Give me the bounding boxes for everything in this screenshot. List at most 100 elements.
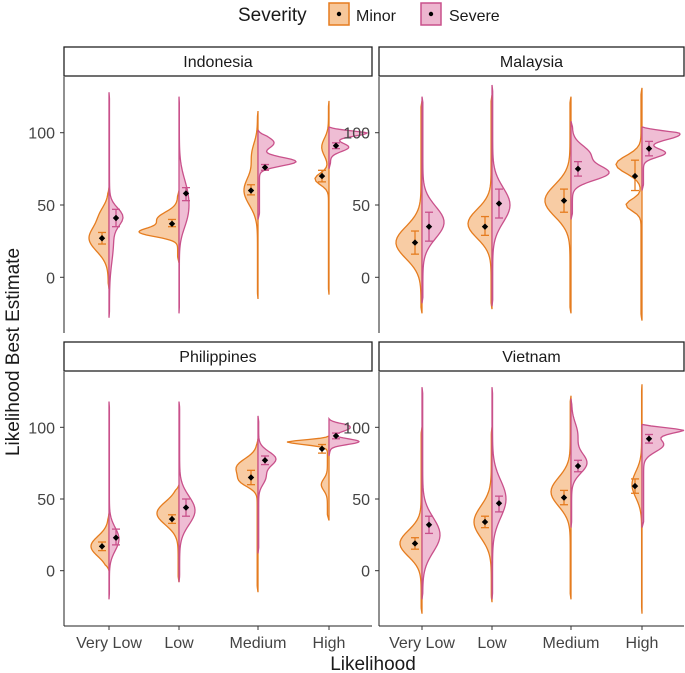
violin-severe-medium bbox=[257, 415, 277, 554]
mean-point-severe-very-low bbox=[425, 521, 433, 529]
mean-point-minor-low bbox=[481, 223, 489, 230]
violin-minor-high bbox=[615, 87, 643, 321]
mean-point-minor-medium bbox=[247, 187, 255, 194]
violin-severe-medium bbox=[257, 129, 297, 220]
violin-minor-medium bbox=[235, 438, 259, 593]
violin-minor-low bbox=[138, 190, 180, 263]
y-tick-label: 50 bbox=[37, 492, 55, 509]
y-tick-label: 50 bbox=[37, 198, 55, 215]
strip-header bbox=[63, 46, 373, 77]
mean-point-severe-medium bbox=[261, 164, 269, 171]
violin-minor-high bbox=[631, 384, 643, 614]
violin-severe-very-low bbox=[421, 96, 445, 304]
mean-point-severe-low bbox=[182, 190, 190, 197]
panel-vietnam: Vietnam 0 50 100 Very Low Low Medium High bbox=[343, 341, 685, 652]
mean-point-minor-very-low bbox=[98, 543, 106, 550]
y-tick-label: 100 bbox=[343, 420, 370, 437]
mean-point-minor-high bbox=[318, 445, 326, 453]
panel-indonesia: Indonesia 0 50 100 bbox=[28, 46, 373, 333]
mean-point-severe-low bbox=[495, 200, 503, 207]
mean-point-severe-low bbox=[182, 504, 190, 511]
violin-minor-medium bbox=[243, 110, 259, 300]
violin-severe-high bbox=[641, 423, 685, 528]
panel-malaysia: Malaysia 0 50 100 bbox=[343, 46, 685, 333]
mean-point-minor-high bbox=[631, 172, 639, 180]
x-tick-label: High bbox=[626, 635, 659, 652]
violin-severe-very-low bbox=[108, 92, 124, 318]
mean-point-minor-very-low bbox=[411, 540, 419, 547]
x-tick-label: Medium bbox=[543, 635, 600, 652]
violin-minor-very-low bbox=[395, 100, 423, 314]
mean-point-severe-very-low bbox=[425, 223, 433, 230]
legend-title: Severity bbox=[238, 5, 307, 26]
mean-point-severe-low bbox=[495, 500, 503, 507]
y-tick-label: 50 bbox=[352, 198, 370, 215]
legend-key-minor-dot bbox=[336, 11, 342, 17]
violin-severe-low bbox=[178, 401, 196, 583]
y-tick-label: 0 bbox=[46, 270, 55, 287]
x-tick-label: High bbox=[313, 635, 346, 652]
mean-point-severe-medium bbox=[261, 457, 269, 464]
mean-point-severe-high bbox=[332, 432, 340, 440]
violin-severe-very-low bbox=[421, 387, 441, 600]
mean-point-severe-medium bbox=[574, 462, 582, 470]
y-tick-label: 0 bbox=[361, 270, 370, 287]
mean-point-minor-low bbox=[168, 515, 176, 523]
mean-point-minor-very-low bbox=[411, 239, 419, 246]
violin-severe-medium bbox=[570, 120, 610, 220]
mean-point-severe-high bbox=[645, 145, 653, 152]
panel-philippines: Philippines 0 50 100 Very Low Low Medium High bbox=[28, 341, 373, 652]
mean-point-severe-high bbox=[645, 435, 653, 442]
y-tick-label: 100 bbox=[28, 126, 55, 143]
violin-minor-very-low bbox=[399, 427, 423, 614]
y-tick-label: 0 bbox=[46, 564, 55, 581]
strip-title: Malaysia bbox=[500, 54, 563, 71]
violin-severe-high bbox=[641, 126, 681, 191]
violin-severe-low bbox=[491, 387, 507, 600]
violin-minor-low bbox=[473, 427, 493, 603]
mean-point-severe-very-low bbox=[112, 214, 120, 222]
legend-label-severe: Severe bbox=[449, 8, 500, 25]
mean-point-minor-medium bbox=[247, 474, 255, 481]
violin-minor-high bbox=[314, 100, 330, 295]
x-tick-label: Very Low bbox=[76, 635, 142, 652]
mean-point-minor-low bbox=[481, 518, 489, 526]
strip-title: Indonesia bbox=[183, 54, 252, 71]
legend-key-severe-dot bbox=[428, 11, 434, 17]
x-axis-title: Likelihood bbox=[330, 654, 416, 673]
strip-header bbox=[63, 341, 373, 372]
mean-point-minor-high bbox=[631, 482, 639, 490]
x-tick-label: Low bbox=[164, 635, 194, 652]
legend-label-minor: Minor bbox=[356, 8, 397, 25]
facet-panels: Indonesia050100Malaysia050100Philippines… bbox=[28, 46, 685, 652]
mean-point-minor-very-low bbox=[98, 235, 106, 242]
strip-title: Vietnam bbox=[502, 349, 560, 366]
mean-point-severe-medium bbox=[574, 165, 582, 173]
mean-point-minor-low bbox=[168, 220, 176, 227]
violin-minor-medium bbox=[544, 96, 572, 314]
strip-header bbox=[378, 46, 685, 77]
x-tick-label: Medium bbox=[230, 635, 287, 652]
violin-severe-very-low bbox=[108, 401, 120, 600]
strip-title: Philippines bbox=[179, 349, 256, 366]
y-tick-label: 50 bbox=[352, 492, 370, 509]
mean-point-minor-medium bbox=[560, 197, 568, 204]
mean-point-minor-high bbox=[318, 172, 326, 180]
mean-point-minor-medium bbox=[560, 494, 568, 501]
y-tick-label: 100 bbox=[343, 126, 370, 143]
mean-point-severe-very-low bbox=[112, 534, 120, 541]
y-tick-label: 0 bbox=[361, 564, 370, 581]
violin-severe-medium bbox=[570, 398, 588, 528]
violin-severe-high bbox=[328, 416, 360, 457]
violin-severe-low bbox=[491, 84, 511, 307]
violin-minor-low bbox=[156, 484, 180, 583]
violin-severe-low bbox=[178, 96, 190, 314]
mean-point-severe-high bbox=[332, 142, 340, 149]
y-tick-label: 100 bbox=[28, 420, 55, 437]
y-axis-title: Likelihood Best Estimate bbox=[3, 248, 24, 456]
violin-minor-low bbox=[467, 95, 493, 310]
strip-header bbox=[378, 341, 685, 372]
x-tick-label: Low bbox=[477, 635, 507, 652]
violin-severe-high bbox=[328, 126, 369, 170]
